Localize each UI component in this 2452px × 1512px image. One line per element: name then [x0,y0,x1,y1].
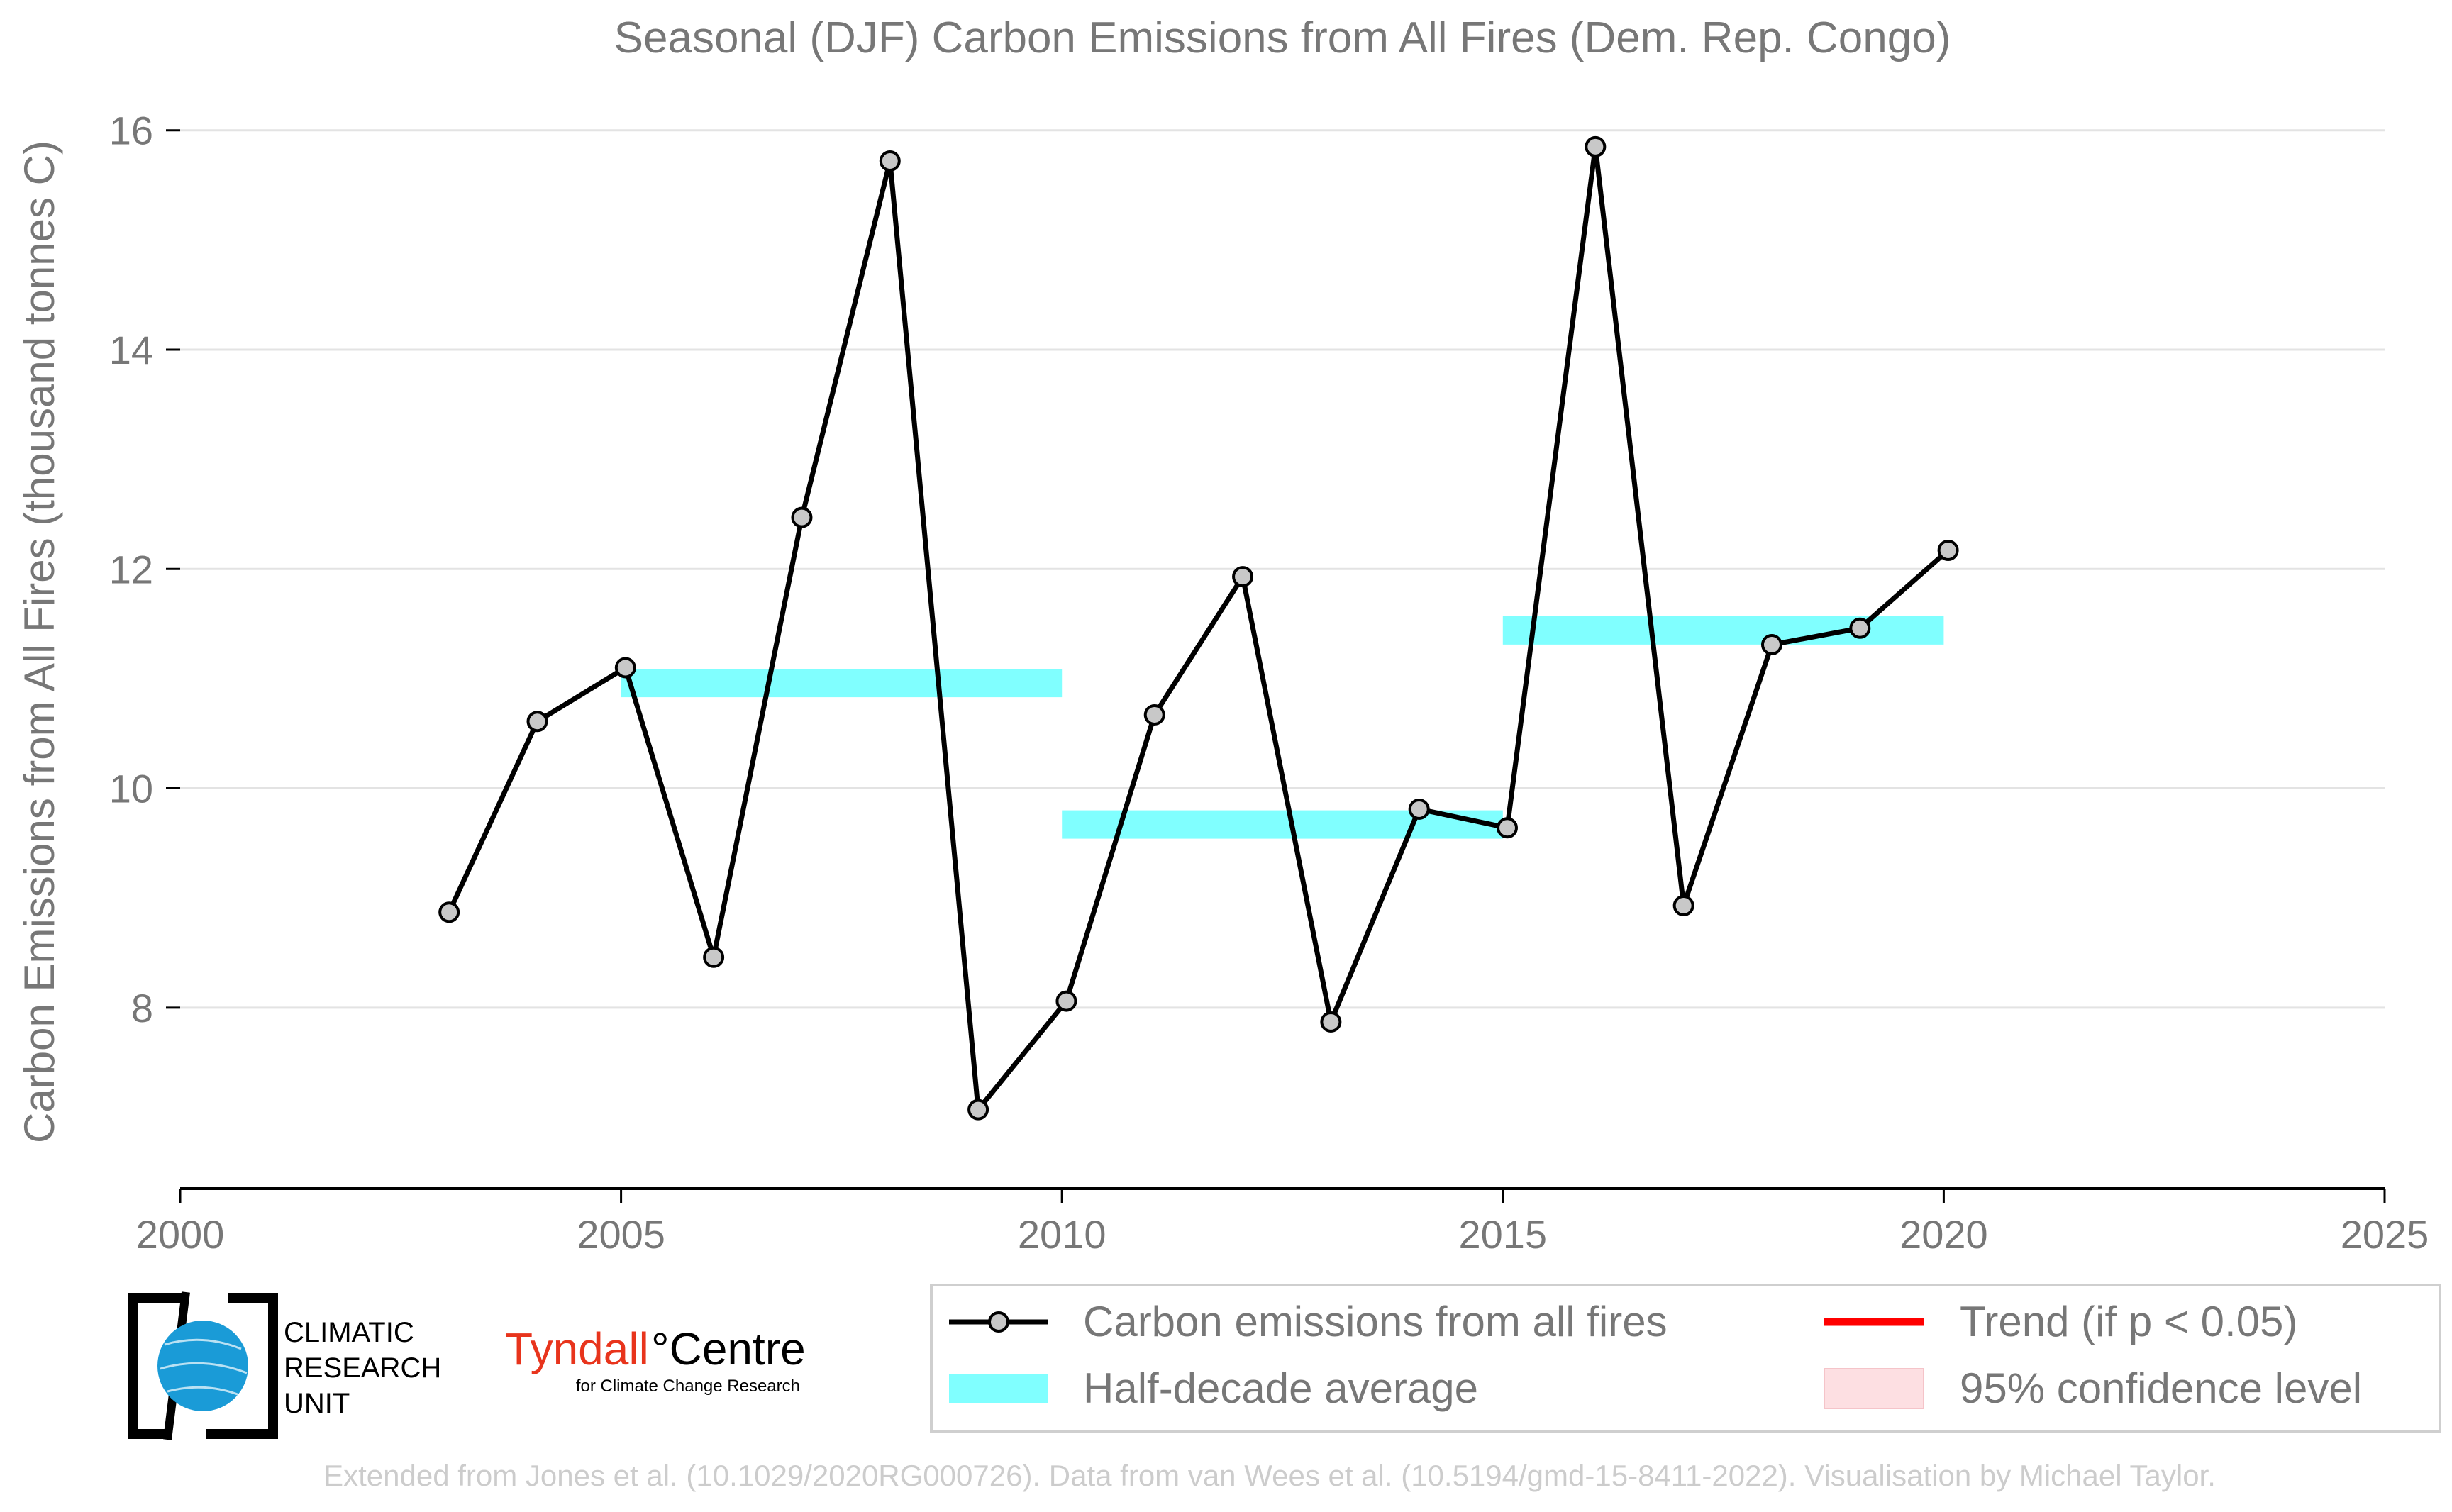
average-bar-0 [621,669,1063,698]
data-point-2017 [1672,895,1694,917]
cru-line-1: CLIMATIC [284,1317,414,1348]
globe-lines-icon [160,1338,248,1397]
legend-average-swatch [949,1374,1048,1403]
tyndall-logo: Tyndall °Centre for Climate Change Resea… [505,1323,806,1396]
cru-frame-icon [128,1293,278,1439]
y-tick-label-10: 10 [109,767,153,811]
y-tick-label-16: 16 [109,109,153,153]
y-tick-label-14: 14 [109,328,153,372]
data-point-2007 [791,506,813,528]
cru-line-3: UNIT [284,1388,350,1419]
x-tick-label-2020: 2020 [1899,1212,1988,1257]
data-point-2013 [1320,1011,1342,1033]
data-point-2011 [1143,704,1165,726]
y-tick-label-12: 12 [109,547,153,591]
cru-logo: CLIMATIC RESEARCH UNIT [128,1291,441,1440]
cru-line-2: RESEARCH [284,1352,441,1384]
x-tick-label-2015: 2015 [1459,1212,1548,1257]
legend-average-label: Half-decade average [1083,1364,1478,1412]
tyndall-subtitle: for Climate Change Research [576,1377,800,1396]
data-point-2018 [1760,633,1782,655]
emissions-line [447,144,1950,1113]
chart-title: Seasonal (DJF) Carbon Emissions from All… [614,13,1951,62]
x-tick-label-2025: 2025 [2341,1212,2429,1257]
data-point-2020 [1937,539,1959,561]
data-point-2010 [1055,990,1077,1012]
legend-line-label: Carbon emissions from all fires [1083,1298,1668,1345]
x-tick-label-2010: 2010 [1018,1212,1106,1257]
half-decade-averages [621,616,1944,839]
tyndall-centre: °Centre [651,1323,806,1374]
data-point-2016 [1585,135,1607,157]
legend-confidence-swatch [1824,1368,1924,1409]
y-tick-label-8: 8 [131,986,153,1030]
data-point-2009 [967,1099,989,1121]
data-point-2014 [1408,798,1430,820]
tyndall-name: Tyndall [505,1323,649,1374]
legend-trend-label: Trend (if p < 0.05) [1960,1298,2297,1345]
data-point-2004 [526,711,548,733]
grid-lines [180,129,2385,1009]
x-axis: 2000 2005 2010 2015 2020 2025 [136,1187,2429,1257]
y-tick-labels: 8 10 12 14 16 [109,109,180,1030]
data-point-2005 [614,657,636,679]
average-bar-2 [1502,616,1944,645]
footer-credit: Extended from Jones et al. (10.1029/2020… [323,1459,2216,1492]
emissions-series [438,135,1959,1121]
legend-marker-swatch [988,1311,1009,1333]
data-point-2012 [1232,566,1254,588]
data-point-2019 [1849,617,1871,639]
legend-frame [930,1284,2441,1433]
data-point-2006 [703,946,725,968]
legend: Carbon emissions from all fires Half-dec… [930,1284,2441,1433]
y-axis-label: Carbon Emissions from All Fires (thousan… [16,140,63,1143]
average-bar-1 [1062,810,1503,839]
x-tick-label-2000: 2000 [136,1212,225,1257]
legend-confidence-label: 95% confidence level [1960,1364,2362,1412]
x-tick-label-2005: 2005 [577,1212,665,1257]
data-point-2003 [438,901,460,923]
data-point-2015 [1497,817,1519,839]
data-point-2008 [879,150,901,172]
